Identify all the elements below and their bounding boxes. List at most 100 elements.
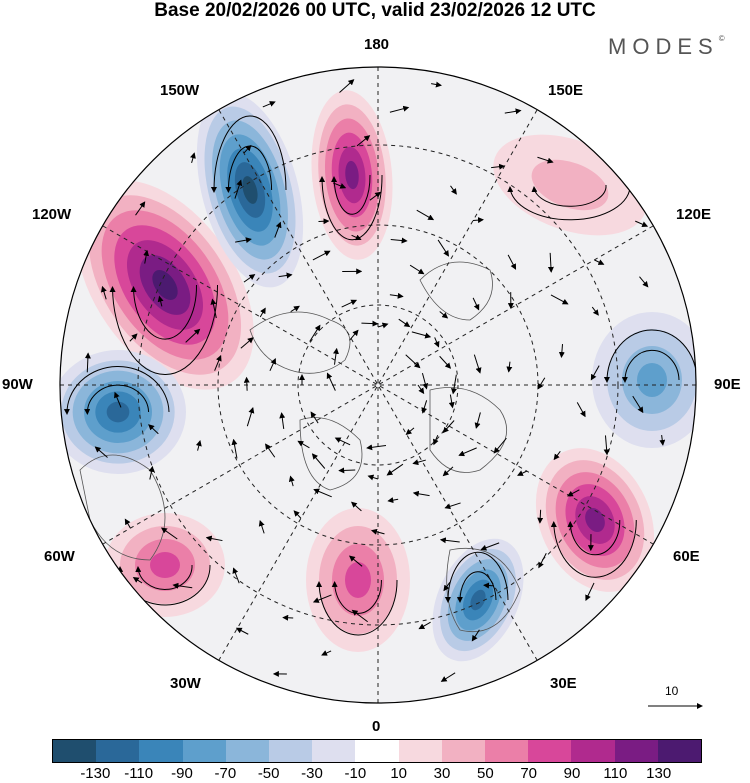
anomaly-10e-positive — [306, 508, 410, 652]
colorbar-tick-label: -130 — [80, 765, 111, 782]
wind-arrow — [594, 259, 605, 265]
wind-arrow — [210, 298, 217, 319]
wind-arrow — [94, 446, 108, 458]
colorbar-tick-label: 50 — [476, 765, 494, 782]
wind-arrow — [132, 577, 143, 584]
label-0: 0 — [372, 718, 381, 735]
wind-arrow — [632, 395, 644, 414]
wind-arrow — [483, 582, 495, 589]
colorbar-tick-label: 130 — [646, 765, 672, 782]
wind-vectors — [63, 79, 696, 682]
wind-arrow — [439, 537, 460, 544]
wind-arrow — [246, 407, 255, 427]
wind-arrow — [114, 391, 122, 408]
anomaly-30e-negative — [432, 538, 524, 662]
wind-arrow — [297, 440, 310, 449]
colorbar-swatch — [312, 740, 356, 762]
colorbar-tick-label: -110 — [124, 765, 154, 782]
wind-arrow — [361, 320, 379, 327]
wind-arrow — [326, 372, 336, 391]
wind-arrow — [100, 285, 107, 300]
wind-arrow — [148, 424, 159, 435]
wind-arrow — [370, 528, 385, 535]
polar-map — [59, 66, 697, 704]
wind-arrow — [480, 542, 500, 551]
colorbar-swatch — [355, 740, 399, 762]
wind-arrow — [243, 376, 250, 391]
anomaly-90w-negative — [60, 350, 186, 474]
wind-streamline — [331, 579, 382, 614]
reference-vector-label: 10 — [665, 684, 679, 698]
wind-streamline — [63, 366, 170, 415]
wind-arrow — [517, 470, 528, 476]
wind-streamline — [444, 551, 509, 603]
wind-arrow — [334, 437, 351, 446]
wind-arrow — [567, 489, 580, 497]
wind-arrow — [421, 372, 429, 390]
wind-arrow — [416, 209, 435, 221]
wind-arrow — [377, 322, 389, 329]
wind-arrow — [135, 201, 146, 216]
wind-arrow — [356, 135, 371, 147]
colorbar-tick-label: -50 — [257, 765, 280, 782]
wind-arrow — [232, 567, 240, 584]
colorbar-swatch — [225, 740, 270, 762]
wind-arrow — [439, 311, 449, 319]
label-60w: 60W — [44, 548, 75, 565]
wind-streamline — [621, 349, 680, 383]
wind-arrow — [411, 331, 432, 339]
wind-streamline — [507, 184, 631, 221]
wind-arrow — [258, 520, 265, 534]
wind-arrow — [442, 420, 455, 434]
wind-arrow — [590, 365, 600, 381]
wind-streamline — [567, 519, 621, 556]
wind-arrow — [349, 329, 359, 341]
wind-arrow — [576, 402, 586, 418]
wind-arrow — [235, 237, 252, 244]
wind-arrow — [366, 444, 387, 451]
colorbar-swatch — [528, 740, 572, 762]
wind-arrow — [369, 191, 382, 201]
wind-arrow — [537, 509, 544, 524]
anomaly-contour — [345, 160, 359, 190]
anomaly-60w-positive — [105, 513, 225, 617]
wind-arrow — [84, 352, 91, 373]
wind-arrow — [148, 465, 155, 480]
wind-streamline — [210, 115, 287, 193]
wind-arrow — [493, 437, 507, 454]
label-120w: 120W — [32, 206, 72, 223]
colorbar-tick-label: -30 — [301, 765, 323, 782]
wind-streamline — [109, 284, 219, 375]
anomaly-contour — [242, 176, 258, 204]
wind-arrow — [274, 221, 282, 238]
colorbar-swatch — [485, 740, 529, 762]
wind-arrow — [433, 434, 439, 446]
colorbar-tick-label: 10 — [390, 765, 407, 782]
label-30w: 30W — [170, 675, 201, 692]
brand-logo: MODES© — [608, 34, 725, 60]
wind-arrow — [421, 400, 428, 414]
wind-arrow — [351, 609, 368, 623]
wind-arrow — [442, 466, 454, 477]
wind-arrow — [507, 254, 517, 270]
wind-arrow — [129, 333, 138, 342]
colorbar-tick-label: -90 — [171, 765, 193, 782]
wind-arrow — [412, 490, 430, 497]
wind-arrow — [389, 105, 410, 113]
wind-arrow — [504, 108, 522, 115]
wind-arrow — [387, 497, 399, 504]
wind-arrow — [310, 411, 319, 424]
wind-arrow — [288, 475, 295, 487]
colorbar-swatch — [53, 740, 97, 762]
wind-arrow — [473, 354, 482, 374]
colorbar — [52, 739, 702, 763]
anomaly-contour — [106, 401, 130, 423]
wind-arrow — [451, 374, 457, 395]
anomaly-90e-negative — [592, 312, 696, 448]
wind-arrow — [603, 435, 610, 456]
wind-arrow — [537, 377, 546, 390]
brand-mark: © — [718, 34, 725, 43]
wind-arrow — [312, 594, 332, 603]
colorbar-tick-label: 70 — [520, 765, 537, 782]
wind-arrow — [279, 412, 286, 430]
